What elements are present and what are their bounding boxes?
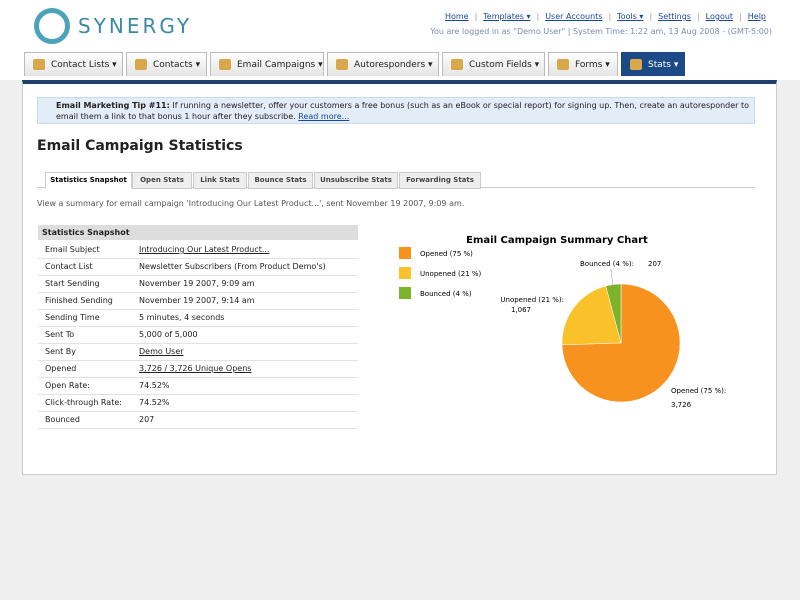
table-row: Contact List Newsletter Subscribers (From… [38,258,358,276]
tab[interactable]: Contacts [126,52,207,76]
tip: Email Marketing Tip #11: If running a ne… [37,97,755,124]
separator: | [739,12,742,21]
subtab[interactable]: Forwarding Stats [399,172,481,189]
row-value: 5,000 of 5,000 [139,330,198,339]
subtab[interactable]: Unsubscribe Stats [314,172,398,189]
tab-icon [336,59,348,70]
tab[interactable]: Contact Lists [24,52,123,76]
nav-link[interactable]: Tools [617,12,643,21]
row-label: Finished Sending [45,296,113,305]
legend-swatch [399,287,411,299]
row-label: Sent To [45,330,75,339]
status: You are logged in as "Demo User" | Syste… [430,27,772,36]
table-row: Finished Sending November 19 2007, 9:14 a… [38,292,358,310]
subtab[interactable]: Statistics Snapshot [45,172,132,189]
slice-label: Bounced (4 %): [580,260,634,268]
separator: | [536,12,540,21]
tab[interactable]: Forms [548,52,618,76]
nav-link[interactable]: Templates [483,12,530,21]
table-row: Sent By Demo User [38,343,358,361]
legend-label: Opened (75 %) [420,250,473,258]
row-label: Bounced [45,415,80,424]
slice-value: 207 [648,260,661,268]
table-row: Start Sending November 19 2007, 9:09 am [38,275,358,293]
legend-swatch [399,267,411,279]
tab-icon [219,59,231,70]
chart-title: Email Campaign Summary Chart [466,235,648,246]
logo[interactable]: SYNERGY [78,14,193,38]
tip-text: If running a newsletter, offer your cust… [56,101,750,121]
legend-label: Unopened (21 %) [420,270,482,278]
pie-slice [561,285,622,346]
row-value[interactable]: Demo User [139,347,184,356]
row-value: November 19 2007, 9:14 am [139,296,255,305]
subtab[interactable]: Open Stats [132,172,192,189]
nav-link[interactable]: Settings [658,12,691,21]
row-value: 74.52% [139,398,170,407]
row-label: Sent By [45,347,76,356]
slice-value: 1,067 [511,306,531,314]
row-label: Email Subject [45,245,100,254]
row-label: Start Sending [45,279,100,288]
separator: | [696,12,700,21]
page-title: Email Campaign Statistics [37,138,243,154]
summary: View a summary for email campaign 'Intro… [37,199,465,208]
nav-link[interactable]: Logout [705,12,734,21]
tab-icon [630,59,642,70]
leader-line [610,268,614,288]
tab-icon [557,59,569,70]
separator: | [608,12,612,21]
table-row: Open Rate: 74.52% [38,377,358,395]
row-value: Newsletter Subscribers (From Product Dem… [139,262,326,271]
row-label: Open Rate: [45,381,90,390]
row-value[interactable]: Introducing Our Latest Product... [139,245,270,254]
slice-value: 3,726 [671,401,692,409]
tab-icon [33,59,45,70]
row-value: 5 minutes, 4 seconds [139,313,225,322]
tip-link[interactable]: Read more... [298,112,350,121]
row-value: 207 [139,415,155,424]
nav-link[interactable]: Help [747,12,766,21]
row-label: Click-through Rate: [45,398,122,407]
row-value: November 19 2007, 9:09 am [139,279,255,288]
slice-label: Opened (75 %): [671,387,726,395]
tab-icon [135,59,147,70]
tab[interactable]: Email Campaigns [210,52,324,76]
tip-title: Email Marketing Tip #11: [56,101,170,110]
logo-icon [34,8,70,44]
table-row: Opened 3,726 / 3,726 Unique Opens [38,360,358,378]
row-label: Opened [45,364,77,373]
tab[interactable]: Autoresponders [327,52,439,76]
table-row: Sent To 5,000 of 5,000 [38,326,358,344]
subtab[interactable]: Bounce Stats [248,172,313,189]
table-row: Sending Time 5 minutes, 4 seconds [38,309,358,327]
nav-link[interactable]: User Accounts [545,12,603,21]
nav-link[interactable]: Home [444,12,469,21]
row-label: Contact List [45,262,93,271]
pie-chart: Email Campaign Summary Chart Opened (75 … [399,235,726,409]
row-value: 74.52% [139,381,170,390]
subtab[interactable]: Link Stats [193,172,247,189]
table-row: Bounced 207 [38,411,358,429]
row-label: Sending Time [45,313,100,322]
tab-icon [451,59,463,70]
slice-label: Unopened (21 %): [500,296,564,304]
separator: | [649,12,653,21]
tab[interactable]: Stats [621,52,685,76]
table-title: Statistics Snapshot [38,225,358,240]
legend-label: Bounced (4 %) [420,290,472,298]
top-nav: Home | Templates | User Accounts | Tools | Setti… [439,12,772,21]
row-value[interactable]: 3,726 / 3,726 Unique Opens [139,364,252,373]
table-row: Click-through Rate: 74.52% [38,394,358,412]
separator: | [474,12,478,21]
legend-swatch [399,247,411,259]
pie-slice [605,283,622,344]
table-row: Email Subject Introducing Our Latest Prod… [38,241,358,259]
tab[interactable]: Custom Fields [442,52,545,76]
